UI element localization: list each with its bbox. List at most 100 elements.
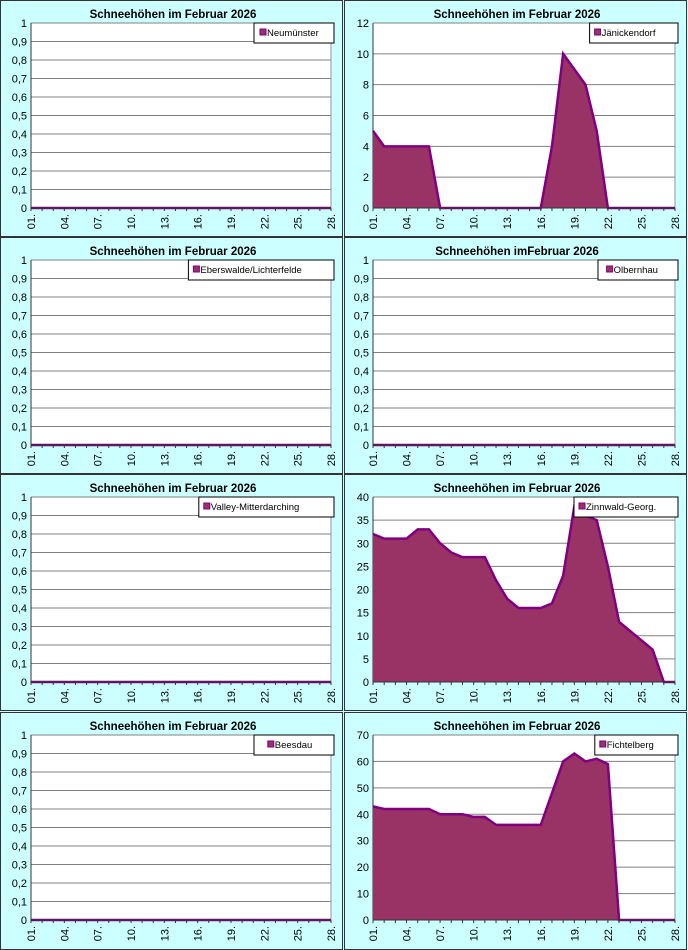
y-tick-label: 0,1: [354, 422, 369, 434]
chart-panel: 0 0,1 0,2 0,3 0,4 0,5 0,6 0,7 0,8 0,9 1 01. 04. 07. 10…: [0, 474, 343, 711]
x-tick-label: 16.: [536, 214, 548, 229]
x-tick-label: 13.: [159, 926, 171, 941]
y-tick-label: 0: [21, 203, 27, 215]
x-tick-label: 07.: [93, 214, 105, 229]
chart-title: Schneehöhen imFebruar 2026: [435, 246, 599, 258]
x-tick-label: 22.: [603, 926, 615, 941]
x-tick-label: 19.: [226, 451, 238, 466]
legend-box: [597, 259, 679, 281]
y-tick-label: 60: [357, 756, 369, 768]
legend-swatch: [578, 502, 586, 510]
x-tick-label: 22.: [259, 214, 271, 229]
y-tick-label: 0,9: [12, 274, 27, 286]
x-tick-label: 10.: [126, 214, 138, 229]
y-tick-label: 0,5: [12, 823, 27, 835]
legend-label: Neumünster: [267, 28, 319, 39]
chart-title: Schneehöhen im Februar 2026: [90, 483, 257, 495]
legend-swatch: [594, 28, 602, 36]
x-tick-label: 07.: [435, 451, 447, 466]
legend-box: [187, 259, 335, 281]
chart-title: Schneehöhen im Februar 2026: [434, 9, 601, 21]
x-tick-label: 10.: [469, 451, 481, 466]
y-tick-label: 0: [21, 677, 27, 689]
x-tick-label: 10.: [126, 451, 138, 466]
legend-box: [589, 22, 679, 44]
chart-svg: 0 0,1 0,2 0,3 0,4 0,5 0,6 0,7 0,8 0,9 1 01. 04. 07. 10…: [12, 483, 338, 703]
chart-svg: 0 0,1 0,2 0,3 0,4 0,5 0,6 0,7 0,8 0,9 1 01. 04. 07. 10…: [12, 246, 338, 466]
x-tick-label: 22.: [603, 214, 615, 229]
chart-svg: 0 2 4 6 8 10 12 01. 04. 07. 10. 13. 16. 19. 22. 25. 28. S…: [357, 9, 682, 229]
y-tick-label: 10: [357, 889, 369, 901]
legend-box: [573, 496, 679, 518]
legend-box: [594, 734, 679, 756]
x-tick-label: 16.: [193, 688, 205, 703]
x-tick-label: 16.: [536, 688, 548, 703]
y-tick-label: 0,9: [12, 511, 27, 523]
chart-svg: 0 5 10 15 20 25 30 35 40 01. 04. 07. 10. 13. 16. 19. 22.…: [357, 483, 682, 703]
chart-panel: 0 0,1 0,2 0,3 0,4 0,5 0,6 0,7 0,8 0,9 1 01. 04. 07. 10…: [0, 712, 343, 950]
chart-panel: 0 2 4 6 8 10 12 01. 04. 07. 10. 13. 16. 19. 22. 25. 28. S…: [344, 0, 687, 237]
x-tick-label: 28.: [326, 451, 338, 466]
x-tick-label: 07.: [435, 926, 447, 941]
y-tick-label: 0,4: [354, 366, 369, 378]
x-tick-label: 01.: [368, 926, 380, 941]
legend-label: Beesdau: [275, 740, 313, 751]
chart-panel: 0 10 20 30 40 50 60 70 01. 04. 07. 10. 13. 16. 19. 22. 2…: [344, 712, 687, 950]
chart-svg: 0 0,1 0,2 0,3 0,4 0,5 0,6 0,7 0,8 0,9 1 01. 04. 07. 10…: [354, 246, 682, 466]
x-tick-label: 10.: [469, 214, 481, 229]
chart-title: Schneehöhen im Februar 2026: [434, 483, 601, 495]
x-tick-label: 07.: [93, 688, 105, 703]
x-tick-label: 22.: [259, 926, 271, 941]
x-tick-label: 01.: [26, 688, 38, 703]
y-tick-label: 1: [21, 255, 27, 267]
legend-swatch: [606, 265, 614, 273]
y-tick-label: 0,9: [12, 37, 27, 49]
x-tick-label: 13.: [502, 214, 514, 229]
y-tick-label: 0: [21, 440, 27, 452]
legend-label: Zinnwald-Georg.: [586, 502, 656, 513]
x-tick-label: 16.: [193, 926, 205, 941]
y-tick-label: 4: [363, 141, 369, 153]
legend-box: [253, 22, 335, 44]
chart-title: Schneehöhen im Februar 2026: [90, 9, 257, 21]
x-tick-label: 04.: [59, 926, 71, 941]
legend-label: Olbernhau: [614, 265, 658, 276]
y-tick-label: 0,6: [12, 92, 27, 104]
y-tick-label: 1: [21, 730, 27, 742]
legend-label: Fichtelberg: [607, 740, 654, 751]
y-tick-label: 0,7: [12, 786, 27, 798]
x-tick-label: 28.: [326, 688, 338, 703]
x-tick-label: 13.: [502, 451, 514, 466]
legend-box: [198, 496, 335, 518]
chart-svg: 0 10 20 30 40 50 60 70 01. 04. 07. 10. 13. 16. 19. 22. 2…: [357, 721, 682, 941]
x-tick-label: 28.: [670, 688, 682, 703]
area-fill: [373, 53, 675, 209]
x-tick-label: 25.: [636, 451, 648, 466]
legend-swatch: [192, 265, 200, 273]
chart-svg: 0 0,1 0,2 0,3 0,4 0,5 0,6 0,7 0,8 0,9 1 01. 04. 07. 10…: [12, 9, 338, 229]
x-tick-label: 04.: [402, 926, 414, 941]
y-tick-label: 70: [357, 730, 369, 742]
y-tick-label: 0,2: [12, 403, 27, 415]
x-tick-label: 10.: [126, 926, 138, 941]
chart-panel: 0 0,1 0,2 0,3 0,4 0,5 0,6 0,7 0,8 0,9 1 01. 04. 07. 10…: [0, 237, 343, 474]
y-tick-label: 0,5: [12, 111, 27, 123]
y-tick-label: 0,8: [12, 292, 27, 304]
y-tick-label: 50: [357, 783, 369, 795]
legend-label: Valley-Mitterdarching: [211, 502, 300, 513]
y-tick-label: 0,4: [12, 603, 27, 615]
y-tick-label: 0,8: [12, 767, 27, 779]
y-tick-label: 0,6: [12, 329, 27, 341]
x-tick-label: 25.: [293, 926, 305, 941]
x-tick-label: 01.: [26, 926, 38, 941]
y-tick-label: 8: [363, 80, 369, 92]
y-tick-label: 15: [357, 608, 369, 620]
y-tick-label: 0,1: [12, 659, 27, 671]
x-tick-label: 13.: [502, 688, 514, 703]
x-tick-label: 16.: [193, 214, 205, 229]
x-tick-label: 19.: [569, 688, 581, 703]
y-tick-label: 6: [363, 111, 369, 123]
y-tick-label: 5: [363, 654, 369, 666]
y-tick-label: 35: [357, 515, 369, 527]
